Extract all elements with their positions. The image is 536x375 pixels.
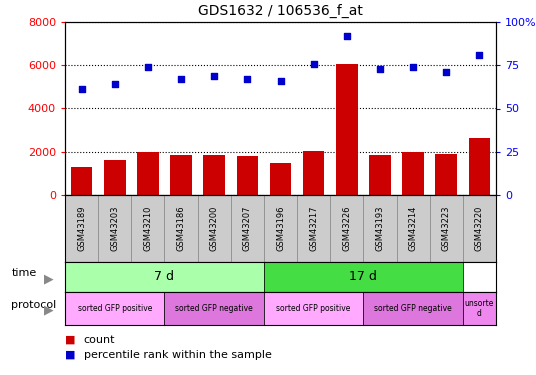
Text: GSM43210: GSM43210 <box>144 206 152 251</box>
Bar <box>463 292 496 325</box>
Bar <box>336 64 358 195</box>
Text: ■: ■ <box>65 350 76 360</box>
Bar <box>270 163 291 195</box>
Text: ▶: ▶ <box>43 304 53 317</box>
Text: ■: ■ <box>65 335 76 345</box>
Text: GSM43203: GSM43203 <box>110 206 119 251</box>
Bar <box>71 167 92 195</box>
Text: time: time <box>11 268 36 278</box>
Point <box>475 52 483 58</box>
Text: sorted GFP negative: sorted GFP negative <box>374 304 452 313</box>
Text: ▶: ▶ <box>43 272 53 285</box>
Bar <box>165 292 264 325</box>
Text: unsorte
d: unsorte d <box>465 299 494 318</box>
Text: GSM43223: GSM43223 <box>442 206 451 251</box>
Text: GSM43193: GSM43193 <box>375 206 384 251</box>
Bar <box>264 292 363 325</box>
Text: GSM43186: GSM43186 <box>176 206 185 251</box>
Bar <box>65 195 98 262</box>
Point <box>110 81 119 87</box>
Bar <box>468 138 490 195</box>
Bar <box>98 195 131 262</box>
Point <box>210 73 219 79</box>
Text: protocol: protocol <box>11 300 57 310</box>
Text: GSM43226: GSM43226 <box>343 206 351 251</box>
Bar <box>137 152 159 195</box>
Bar <box>363 195 397 262</box>
Bar <box>165 195 198 262</box>
Text: sorted GFP negative: sorted GFP negative <box>175 304 253 313</box>
Bar <box>435 154 457 195</box>
Point <box>276 78 285 84</box>
Bar <box>363 292 463 325</box>
Text: GSM43217: GSM43217 <box>309 206 318 251</box>
Point <box>77 87 86 93</box>
Text: 7 d: 7 d <box>154 270 174 284</box>
Text: sorted GFP positive: sorted GFP positive <box>78 304 152 313</box>
Text: GSM43196: GSM43196 <box>276 206 285 251</box>
Bar <box>403 152 424 195</box>
Text: percentile rank within the sample: percentile rank within the sample <box>84 350 272 360</box>
Bar <box>104 160 125 195</box>
Bar <box>264 262 463 292</box>
Bar <box>131 195 165 262</box>
Text: 17 d: 17 d <box>349 270 377 284</box>
Bar <box>65 292 165 325</box>
Text: count: count <box>84 335 115 345</box>
Point <box>309 60 318 66</box>
Text: sorted GFP positive: sorted GFP positive <box>277 304 351 313</box>
Title: GDS1632 / 106536_f_at: GDS1632 / 106536_f_at <box>198 4 363 18</box>
Point <box>409 64 418 70</box>
Point <box>177 76 185 82</box>
Bar <box>303 151 324 195</box>
Bar <box>170 155 192 195</box>
Text: GSM43207: GSM43207 <box>243 206 252 251</box>
Bar <box>297 195 330 262</box>
Point <box>144 64 152 70</box>
Bar <box>264 195 297 262</box>
Bar <box>397 195 430 262</box>
Bar <box>204 155 225 195</box>
Point <box>442 69 451 75</box>
Text: GSM43189: GSM43189 <box>77 206 86 251</box>
Bar <box>231 195 264 262</box>
Bar <box>198 195 231 262</box>
Point <box>343 33 351 39</box>
Point <box>243 76 251 82</box>
Text: GSM43220: GSM43220 <box>475 206 484 251</box>
Bar <box>430 195 463 262</box>
Point <box>376 66 384 72</box>
Bar <box>330 195 363 262</box>
Text: GSM43214: GSM43214 <box>408 206 418 251</box>
Bar <box>463 195 496 262</box>
Bar <box>369 155 391 195</box>
Bar <box>65 262 264 292</box>
Text: GSM43200: GSM43200 <box>210 206 219 251</box>
Bar <box>236 156 258 195</box>
